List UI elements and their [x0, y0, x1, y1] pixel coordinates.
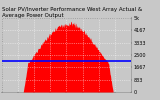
Text: Solar PV/Inverter Performance West Array Actual & Average Power Output: Solar PV/Inverter Performance West Array…	[2, 7, 142, 18]
